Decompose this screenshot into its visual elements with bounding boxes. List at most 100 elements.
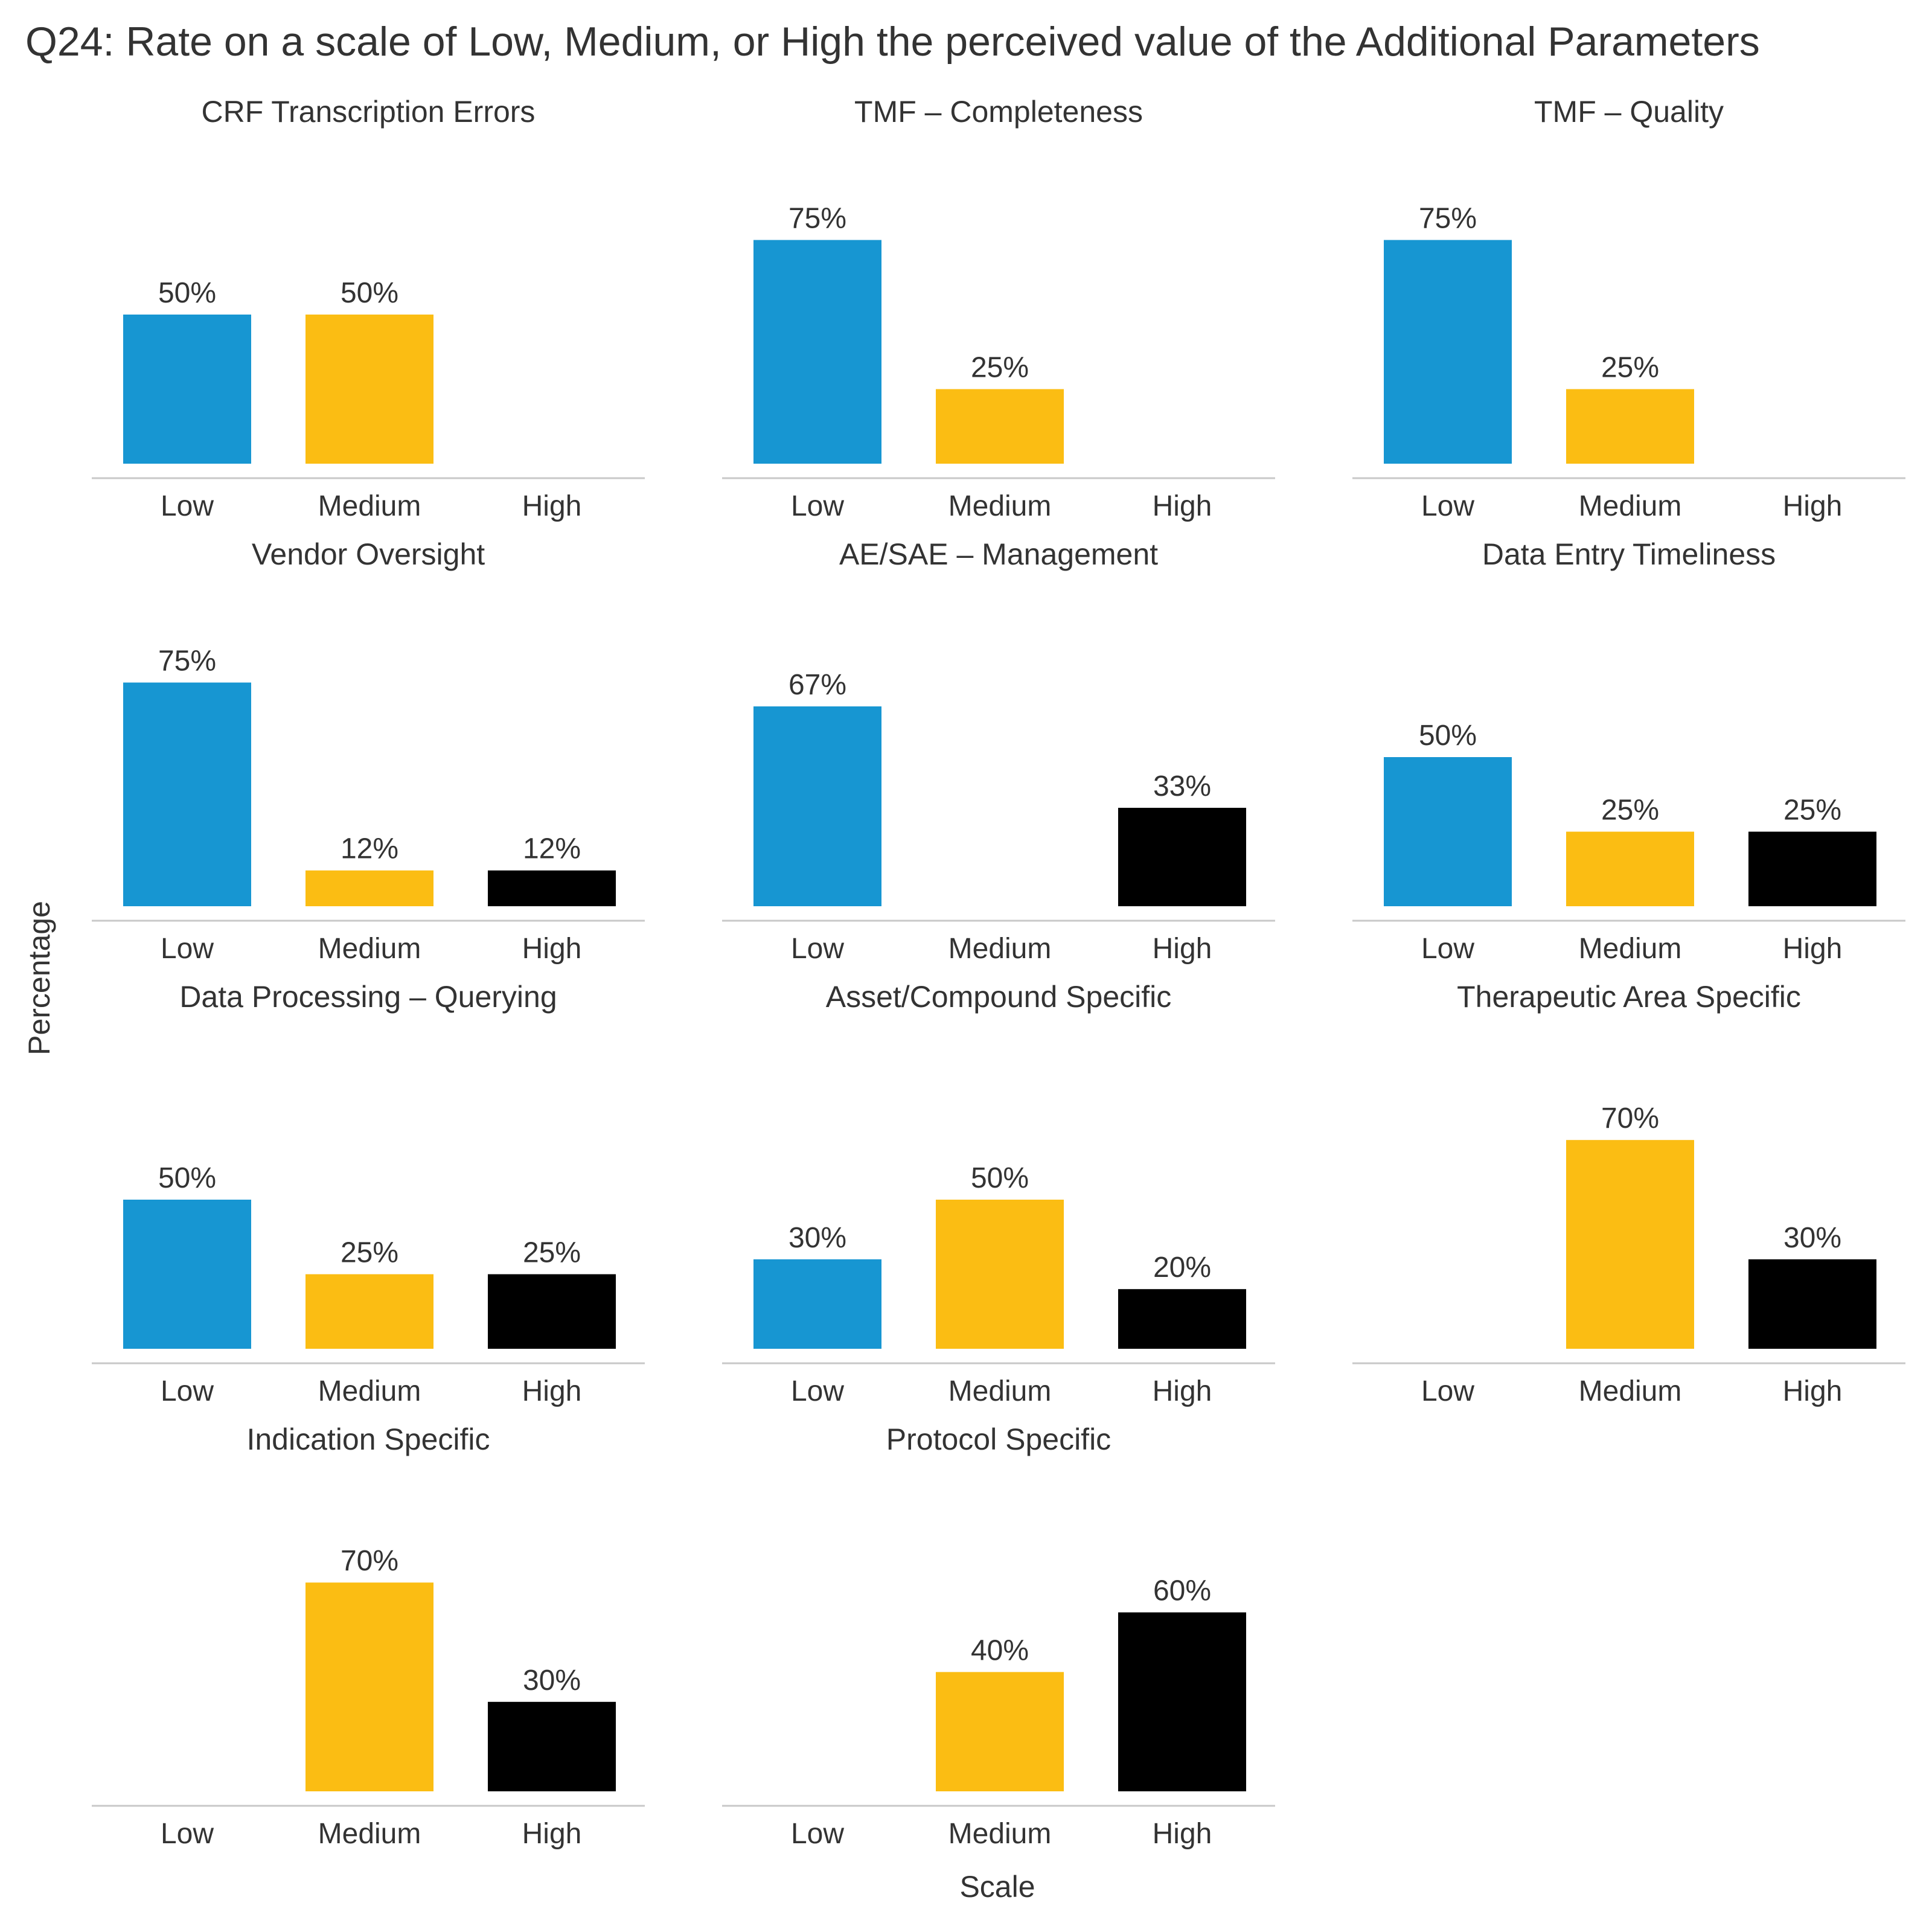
bar-medium bbox=[305, 870, 433, 906]
panel: Therapeutic Area Specific Low 70% Medium 30%… bbox=[1352, 980, 1905, 1407]
data-label: 75% bbox=[1419, 203, 1477, 235]
data-label: 25% bbox=[1601, 795, 1659, 827]
x-tick-label: Medium bbox=[948, 490, 1052, 522]
x-tick-label: Medium bbox=[1579, 933, 1682, 965]
panel-title: AE/SAE – Management bbox=[839, 537, 1158, 571]
panel: TMF – Quality 75% Low 25% Medium High bbox=[1352, 95, 1905, 522]
x-axis-title: Scale bbox=[959, 1870, 1035, 1904]
data-label: 20% bbox=[1153, 1252, 1211, 1284]
data-label: 50% bbox=[158, 1162, 216, 1194]
data-label: 33% bbox=[1153, 770, 1211, 802]
data-label: 50% bbox=[1419, 720, 1477, 752]
panel-title: Asset/Compound Specific bbox=[826, 980, 1172, 1014]
data-label: 25% bbox=[1601, 352, 1659, 384]
chart-title: Q24: Rate on a scale of Low, Medium, or … bbox=[25, 19, 1760, 65]
data-label: 12% bbox=[341, 833, 398, 865]
x-tick-label: High bbox=[1783, 933, 1843, 965]
x-tick-label: High bbox=[522, 1375, 582, 1407]
bar-low bbox=[123, 682, 251, 906]
data-label: 75% bbox=[158, 645, 216, 677]
panel: TMF – Completeness 75% Low 25% Medium High bbox=[722, 95, 1275, 522]
bar-low bbox=[753, 240, 881, 464]
bar-low bbox=[753, 706, 881, 906]
x-tick-label: High bbox=[1153, 1375, 1212, 1407]
x-tick-label: Medium bbox=[318, 490, 421, 522]
bar-medium bbox=[305, 1582, 433, 1791]
x-tick-label: High bbox=[1153, 933, 1212, 965]
bar-medium bbox=[1566, 831, 1694, 906]
data-label: 50% bbox=[341, 277, 398, 309]
bar-medium bbox=[1566, 1140, 1694, 1349]
x-tick-label: Medium bbox=[318, 1818, 421, 1850]
x-tick-label: High bbox=[1153, 490, 1212, 522]
data-label: 12% bbox=[523, 833, 581, 865]
x-tick-label: Low bbox=[161, 933, 214, 965]
panel: Data Entry Timeliness 50% Low 25% Medium 25% H… bbox=[1352, 537, 1905, 965]
x-tick-label: Medium bbox=[318, 1375, 421, 1407]
bar-low bbox=[123, 315, 251, 464]
bar-high bbox=[488, 870, 616, 906]
panel-title: Protocol Specific bbox=[886, 1422, 1111, 1456]
panel-title: TMF – Quality bbox=[1534, 95, 1724, 129]
bar-high bbox=[488, 1701, 616, 1791]
bar-high bbox=[1748, 1259, 1876, 1349]
x-tick-label: High bbox=[1783, 1375, 1843, 1407]
x-tick-label: High bbox=[522, 933, 582, 965]
x-tick-label: High bbox=[1153, 1818, 1212, 1850]
panel-title: Data Processing – Querying bbox=[179, 980, 557, 1014]
bar-high bbox=[1118, 1289, 1246, 1349]
panel-title: Therapeutic Area Specific bbox=[1457, 980, 1801, 1014]
x-tick-label: Medium bbox=[1579, 1375, 1682, 1407]
x-tick-label: Medium bbox=[948, 933, 1052, 965]
bar-low bbox=[1384, 757, 1512, 906]
x-tick-label: Low bbox=[791, 490, 844, 522]
panel: Asset/Compound Specific 30% Low 50% Medium 20… bbox=[722, 980, 1275, 1407]
panel: AE/SAE – Management 67% Low Medium 33% High bbox=[722, 537, 1275, 965]
data-label: 30% bbox=[788, 1222, 846, 1254]
bar-high bbox=[1118, 807, 1246, 906]
panel: CRF Transcription Errors 50% Low 50% Medium H… bbox=[92, 95, 645, 522]
x-tick-label: High bbox=[522, 1818, 582, 1850]
data-label: 25% bbox=[1783, 795, 1841, 827]
panel: Indication Specific Low 70% Medium 30% High bbox=[92, 1422, 645, 1850]
data-label: 25% bbox=[523, 1237, 581, 1269]
bar-low bbox=[123, 1200, 251, 1349]
data-label: 30% bbox=[523, 1665, 581, 1697]
panel-title: TMF – Completeness bbox=[854, 95, 1143, 129]
data-label: 50% bbox=[971, 1162, 1029, 1194]
panel-title: Data Entry Timeliness bbox=[1482, 537, 1776, 571]
bar-low bbox=[1384, 240, 1512, 464]
data-label: 70% bbox=[1601, 1102, 1659, 1134]
x-tick-label: High bbox=[1783, 490, 1843, 522]
x-tick-label: Low bbox=[161, 1375, 214, 1407]
bar-high bbox=[1748, 831, 1876, 906]
data-label: 30% bbox=[1783, 1222, 1841, 1254]
data-label: 70% bbox=[341, 1545, 398, 1577]
panel: Data Processing – Querying 50% Low 25% Mediu… bbox=[92, 980, 645, 1407]
x-tick-label: Low bbox=[791, 1375, 844, 1407]
y-axis-title: Percentage bbox=[22, 901, 56, 1055]
x-tick-label: Medium bbox=[318, 933, 421, 965]
data-label: 60% bbox=[1153, 1575, 1211, 1607]
x-tick-label: Low bbox=[791, 1818, 844, 1850]
panel: Protocol Specific Low 40% Medium 60% High bbox=[722, 1422, 1275, 1850]
x-tick-label: Low bbox=[1421, 490, 1474, 522]
bar-medium bbox=[305, 1274, 433, 1349]
data-label: 40% bbox=[971, 1634, 1029, 1666]
panel-title: Vendor Oversight bbox=[252, 537, 485, 571]
data-label: 67% bbox=[788, 669, 846, 701]
bar-medium bbox=[1566, 389, 1694, 464]
panel-title: CRF Transcription Errors bbox=[202, 95, 536, 129]
data-label: 50% bbox=[158, 277, 216, 309]
x-tick-label: Low bbox=[1421, 933, 1474, 965]
bar-medium bbox=[936, 1200, 1064, 1349]
panel-title: Indication Specific bbox=[246, 1422, 490, 1456]
x-tick-label: Low bbox=[161, 1818, 214, 1850]
x-tick-label: Low bbox=[791, 933, 844, 965]
bar-medium bbox=[936, 389, 1064, 464]
data-label: 25% bbox=[971, 352, 1029, 384]
x-tick-label: High bbox=[522, 490, 582, 522]
x-tick-label: Medium bbox=[948, 1375, 1052, 1407]
bar-high bbox=[1118, 1612, 1246, 1791]
